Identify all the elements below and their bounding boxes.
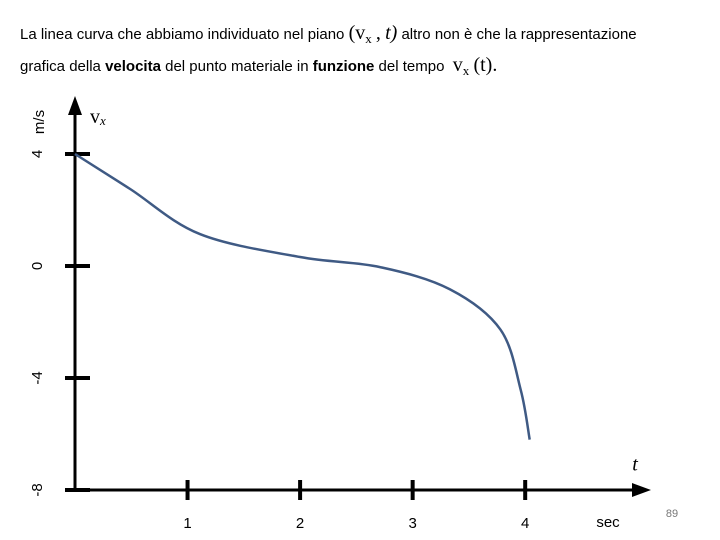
caption-text: altro non è che la rappresentazione	[401, 26, 637, 43]
page-number: 89	[666, 508, 678, 520]
y-axis-label: m/s	[31, 110, 48, 134]
caption-bold: funzione	[312, 58, 375, 75]
y-tick-label: 4	[29, 150, 46, 158]
series-label-part: v	[90, 106, 100, 128]
x-tick-label: 1	[183, 515, 191, 532]
x-tick-label: 4	[521, 515, 529, 532]
y-tick-label: 0	[29, 262, 46, 270]
caption-text: del punto materiale in	[165, 58, 309, 75]
x-tick-label: 3	[408, 515, 416, 532]
y-tick-label: -8	[29, 483, 46, 496]
y-arrow	[68, 96, 82, 115]
caption-math: t)	[385, 22, 398, 44]
x-axis-label: t	[632, 454, 638, 476]
curve	[74, 152, 531, 440]
caption-line: grafica della velocita del punto materia…	[20, 54, 497, 79]
caption-math: x	[462, 63, 470, 78]
x-tick-label: 2	[296, 515, 304, 532]
caption-text: La linea curva che abbiamo individuato n…	[20, 26, 345, 43]
caption-math: (t).	[473, 54, 498, 76]
caption-line: La linea curva che abbiamo individuato n…	[20, 22, 637, 47]
caption-math: ,	[375, 22, 381, 44]
caption-bold: velocita	[105, 58, 161, 75]
series-label-part: x	[99, 113, 106, 128]
caption-math: (v	[348, 22, 366, 44]
caption-math: x	[365, 31, 372, 46]
x-arrow	[632, 483, 651, 497]
caption-math: v	[452, 54, 463, 76]
y-tick-label: -4	[29, 371, 46, 384]
series-label: vx	[90, 106, 106, 128]
x-unit: sec	[596, 514, 620, 531]
caption-text: del tempo	[378, 58, 445, 75]
caption-text: grafica della	[20, 58, 101, 75]
